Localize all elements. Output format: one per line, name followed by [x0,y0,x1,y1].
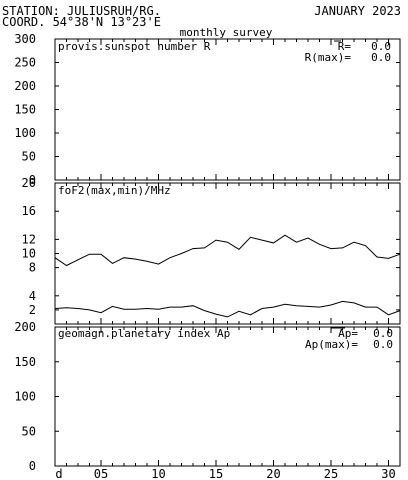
ap-ytick-label: 50 [22,424,36,438]
ap-ytick-label: 100 [14,390,36,404]
x-axis-label: 05 [94,467,108,480]
ap-mean-label: Ap= [338,327,358,340]
fof2-ytick-label: 10 [22,247,36,261]
sunspot-ytick-label: 100 [14,126,36,140]
chart-marks: 0501001502002503002481012162005010015020… [14,32,401,480]
date-label: JANUARY 2023 [314,4,401,18]
ap-max-value: 0.0 [373,338,393,351]
sunspot-ytick-label: 50 [22,150,36,164]
x-axis-label: 10 [151,467,165,480]
r-max-label: R(max)= [305,51,352,64]
fof2-series-line-1 [54,300,401,318]
fof2-ytick-label: 12 [22,232,36,246]
r-mean-value: 0.0 [371,40,391,53]
ap-max-label: Ap(max)= [305,338,358,351]
fof2-panel [54,182,401,325]
sunspot-title: provis.sunspot number R [58,40,211,53]
fof2-ytick-label: 2 [29,303,36,317]
fof2-ytick-label: 20 [22,176,36,190]
fof2-ytick-label: 4 [29,289,36,303]
x-axis-label: 30 [381,467,395,480]
subtitle-label: monthly survey [180,26,273,39]
r-max-value: 0.0 [371,51,391,64]
ap-ytick-label: 150 [14,355,36,369]
ap-ytick-label: 0 [29,459,36,473]
x-axis-label: d [55,467,62,480]
sunspot-ytick-label: 250 [14,56,36,70]
fof2-ytick-label: 8 [29,261,36,275]
fof2-title: foF2(max,min)/MHz [58,184,171,197]
ap-ytick-label: 200 [14,320,36,334]
station-label: STATION: JULIUSRUH/RG. [2,4,161,18]
sunspot-ytick-label: 300 [14,32,36,46]
sunspot-ytick-label: 0 [29,173,36,187]
x-axis-label: 15 [209,467,223,480]
sunspot-ytick-label: 200 [14,79,36,93]
fof2-ytick-label: 16 [22,204,36,218]
fof2-series-line-0 [54,234,401,267]
x-axis-label: 25 [324,467,338,480]
sunspot-ytick-label: 150 [14,103,36,117]
r-mean-label: R= [338,40,352,53]
x-axis-label: 20 [266,467,280,480]
coord-label: COORD. 54°38'N 13°23'E [2,15,161,29]
